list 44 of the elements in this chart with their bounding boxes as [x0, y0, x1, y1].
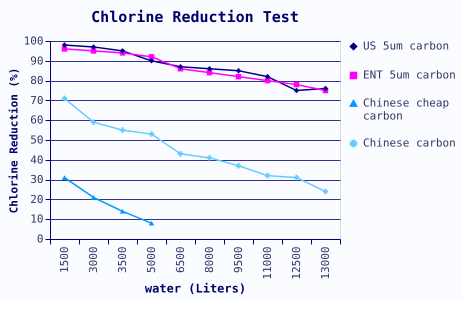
chart-title: Chlorine Reduction Test: [91, 8, 299, 26]
point: [62, 175, 68, 180]
x-tick-label: 11000: [261, 246, 274, 280]
x-tick-label: 9500: [232, 246, 245, 273]
point: [62, 42, 68, 48]
x-tick-label: 3000: [87, 246, 100, 273]
x-tick-label: 5000: [145, 246, 158, 273]
x-tick-label: 12500: [290, 246, 303, 280]
point: [294, 88, 300, 94]
y-tick-label: 80: [30, 74, 44, 88]
y-tick-label: 30: [30, 173, 44, 186]
x-tick-label: 1500: [58, 246, 71, 273]
x-tick-label: 13000: [319, 246, 332, 280]
x-axis-title: water (Liters): [144, 282, 246, 296]
point: [206, 155, 212, 161]
legend-label: US 5um carbon: [363, 40, 450, 52]
y-tick-label: 70: [30, 94, 44, 107]
y-tick-label: 60: [30, 114, 44, 127]
y-tick-label: 90: [30, 54, 44, 68]
legend-label: Chinese cheap carbon: [363, 96, 450, 122]
point: [90, 195, 96, 200]
point: [264, 74, 270, 80]
legend-label: ENT 5um carbon: [363, 68, 456, 82]
y-tick-label: 100: [24, 34, 44, 48]
point: [148, 220, 154, 226]
point: [236, 163, 242, 168]
legend-label: Chinese carbon: [363, 136, 456, 150]
point: [90, 44, 96, 50]
point: [236, 68, 242, 74]
point: [206, 66, 212, 72]
x-tick-label: 6500: [174, 246, 187, 273]
y-tick-label: 50: [30, 134, 44, 146]
y-tick-label: 10: [30, 212, 44, 226]
point: [148, 58, 154, 64]
y-tick-label: 20: [30, 192, 44, 206]
y-tick-label: 0: [36, 232, 44, 246]
point: [236, 74, 242, 80]
point: [90, 119, 96, 125]
point: [120, 208, 126, 214]
x-tick-label: 3500: [116, 246, 129, 273]
y-axis-title: Chlorine Reduction (%): [8, 68, 21, 214]
point: [294, 82, 300, 88]
y-tick-label: 40: [30, 153, 44, 166]
x-tick-label: 8000: [203, 246, 216, 273]
